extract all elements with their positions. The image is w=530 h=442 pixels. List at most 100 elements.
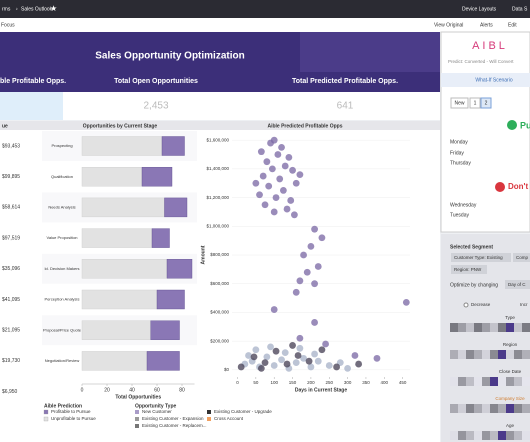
point[interactable] [292,288,300,296]
point[interactable] [287,197,295,204]
point[interactable] [311,350,318,358]
heat-cell [450,323,458,332]
point[interactable] [290,211,298,219]
point[interactable] [278,143,285,151]
point[interactable] [373,354,381,362]
point[interactable] [272,194,280,201]
radio-label[interactable]: Incr [520,302,528,307]
point[interactable] [307,363,315,371]
heat-cell [482,323,490,332]
point[interactable] [252,346,260,354]
point[interactable] [322,340,329,348]
button-label[interactable]: 2 [485,100,488,106]
favorite-star[interactable]: ★ [50,4,57,13]
button-label[interactable]: 1 [474,100,477,106]
point[interactable] [250,353,258,361]
point[interactable] [314,357,322,365]
point[interactable] [300,354,307,362]
point[interactable] [311,280,318,288]
data-menu[interactable]: Data S [512,6,528,12]
button[interactable] [480,97,492,109]
point[interactable] [270,306,278,313]
point[interactable] [270,362,278,369]
point[interactable] [265,182,273,190]
point[interactable] [263,353,271,361]
point[interactable] [281,349,289,356]
point[interactable] [344,364,352,372]
heat-cell [506,350,514,359]
point[interactable] [289,342,296,349]
button-label[interactable]: New [454,100,464,106]
point[interactable] [257,148,265,156]
bar-segment [81,320,151,340]
point[interactable] [257,364,265,372]
day: Friday [450,150,464,156]
point[interactable] [283,205,291,213]
kpi-value: 2,453 [143,101,168,112]
point[interactable] [355,360,363,368]
point[interactable] [296,277,304,285]
tab[interactable] [441,73,530,87]
point[interactable] [278,356,285,364]
point[interactable] [318,346,326,354]
point[interactable] [259,172,267,180]
point[interactable] [270,136,278,144]
category-label: Negotiation/Review [45,358,80,363]
point[interactable] [311,225,318,233]
edit[interactable]: Edit [508,22,517,28]
alerts[interactable]: Alerts [480,22,493,28]
radio-label[interactable]: Decrease [471,302,491,307]
point[interactable] [267,343,274,351]
point[interactable] [296,171,304,179]
point[interactable] [305,357,313,365]
point[interactable] [261,359,269,367]
point[interactable] [279,187,287,194]
point[interactable] [294,352,302,359]
point[interactable] [270,208,278,216]
point[interactable] [402,298,410,306]
point[interactable] [281,162,289,170]
page-name: Sales Outlook [21,6,53,12]
button[interactable] [469,97,481,109]
device-layouts[interactable]: Device Layouts [462,6,497,12]
point[interactable] [272,347,280,355]
point[interactable] [245,352,252,359]
table-value: $41,095 [2,297,20,303]
point[interactable] [261,201,269,209]
point[interactable] [237,363,245,371]
point[interactable] [285,154,293,161]
chip-label[interactable]: Day of C [508,282,526,287]
point[interactable] [263,158,271,166]
point[interactable] [276,175,284,183]
point[interactable] [351,352,359,359]
point[interactable] [318,234,326,242]
point[interactable] [303,268,311,276]
chip[interactable] [505,280,530,289]
point[interactable] [325,362,333,369]
point[interactable] [296,344,304,352]
point[interactable] [314,263,322,270]
radio[interactable] [463,302,469,308]
point[interactable] [274,151,282,158]
factor-label: Type [505,315,515,320]
point[interactable] [300,251,307,259]
banner-decoration [300,32,440,72]
point[interactable] [268,165,276,173]
legend-swatch [135,410,139,414]
point[interactable] [252,179,260,187]
point[interactable] [292,359,300,367]
tab-label[interactable]: What-If Scenario [475,77,512,83]
focus[interactable]: Focus [1,22,15,28]
view-original[interactable]: View Original [434,22,463,28]
point[interactable] [283,360,291,368]
button[interactable] [450,97,469,109]
point[interactable] [256,191,263,199]
y-tick-label: $1,000,000 [206,223,229,228]
point[interactable] [292,179,300,187]
point[interactable] [307,242,315,250]
point[interactable] [333,363,340,371]
point[interactable] [311,319,318,326]
breadcrumb[interactable]: rms [2,6,11,12]
point[interactable] [289,166,296,174]
point[interactable] [296,334,304,342]
